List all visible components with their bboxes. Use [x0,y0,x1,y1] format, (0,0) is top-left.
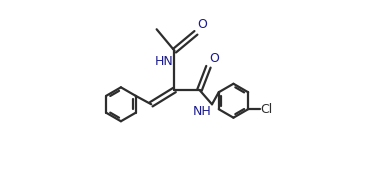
Text: O: O [209,52,219,65]
Text: Cl: Cl [260,103,273,116]
Text: NH: NH [192,105,211,118]
Text: HN: HN [155,55,174,68]
Text: O: O [197,18,207,32]
